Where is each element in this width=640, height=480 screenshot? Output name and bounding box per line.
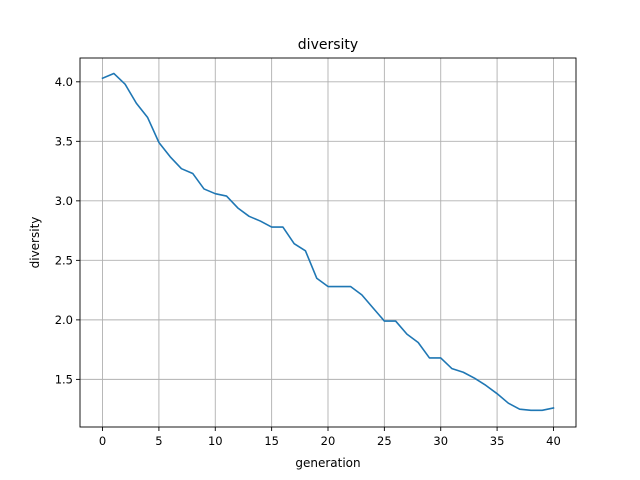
chart-title: diversity — [298, 37, 358, 53]
x-tick-label: 35 — [490, 434, 505, 448]
y-tick-label: 2.0 — [55, 313, 73, 327]
x-tick-label: 15 — [264, 434, 279, 448]
diversity-series-line — [101, 72, 555, 412]
axis-ticks: 0 5 10 15 20 25 30 35 40 1.5 2.0 2.5 3.0 3.5 4.0 — [55, 75, 561, 448]
y-tick-label: 3.5 — [55, 134, 73, 148]
x-tick-label: 30 — [433, 434, 448, 448]
y-tick-label: 2.5 — [55, 253, 73, 267]
grid-lines — [80, 58, 576, 427]
x-axis-label: generation — [295, 456, 360, 470]
y-tick-label: 3.0 — [55, 194, 73, 208]
y-tick-label: 4.0 — [55, 75, 73, 89]
x-tick-label: 25 — [377, 434, 392, 448]
y-tick-label: 1.5 — [55, 372, 73, 386]
x-tick-label: 40 — [546, 434, 561, 448]
y-axis-label: diversity — [28, 217, 42, 269]
x-tick-label: 5 — [155, 434, 162, 448]
x-tick-label: 0 — [99, 434, 106, 448]
x-tick-label: 10 — [208, 434, 223, 448]
x-tick-label: 20 — [321, 434, 336, 448]
